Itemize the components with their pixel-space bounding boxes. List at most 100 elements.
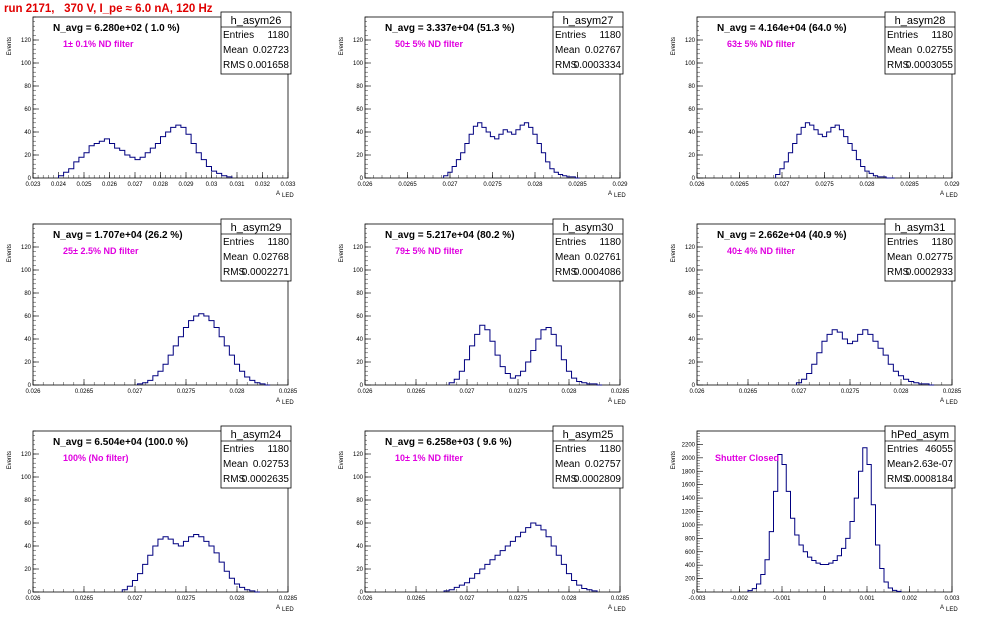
x-axis-label-subscript: LED <box>282 193 294 199</box>
y-tick-label: 60 <box>356 107 363 113</box>
histogram-line <box>443 522 598 592</box>
stats-box <box>552 425 624 489</box>
stats-key: Mean <box>223 45 248 56</box>
stats-title: h_asym27 <box>563 15 614 27</box>
x-tick-label: 0.027 <box>127 389 143 395</box>
stats-box <box>552 218 624 282</box>
x-tick-label: 0.0285 <box>279 596 298 602</box>
y-tick-label: 120 <box>21 38 32 44</box>
stats-title: h_asym26 <box>231 15 282 27</box>
x-tick-label: 0.0275 <box>509 389 528 395</box>
y-tick-label: 40 <box>688 337 695 343</box>
y-tick-label: 100 <box>353 475 364 481</box>
y-tick-label: 600 <box>685 550 696 556</box>
stats-value: 0.02767 <box>585 45 622 56</box>
y-tick-label: 20 <box>24 153 31 159</box>
filter-label: 1± 0.1% ND filter <box>63 39 134 49</box>
stats-value: 0.02775 <box>917 252 954 263</box>
stats-key: RMS <box>223 267 246 278</box>
x-axis-label: A <box>608 398 612 404</box>
histogram-svg: 0 20 40 60 80 100 120 0.026 0.0265 0.027 0.0275 0.0… <box>7 425 298 613</box>
y-tick-label: 80 <box>688 291 695 297</box>
histogram-line <box>443 122 580 179</box>
x-axis-label-subscript: LED <box>946 607 958 613</box>
y-tick-label: 0 <box>360 383 364 389</box>
histogram-svg: 0 20 40 60 80 100 120 0.026 0.0265 0.027 0.0275 0.0… <box>7 218 298 406</box>
stats-key: Mean <box>887 459 912 470</box>
stats-box <box>884 11 956 75</box>
x-tick-label: 0.027 <box>442 182 458 188</box>
x-axis-label-subscript: LED <box>614 193 626 199</box>
x-tick-label: -0.003 <box>688 596 706 602</box>
x-tick-label: 0.003 <box>944 596 960 602</box>
x-tick-label: 0.031 <box>229 182 245 188</box>
y-tick-label: 20 <box>24 567 31 573</box>
stats-title: h_asym25 <box>563 429 614 441</box>
stats-value: 46055 <box>925 444 953 455</box>
y-tick-label: 80 <box>688 84 695 90</box>
x-tick-label: 0.027 <box>459 596 475 602</box>
stats-key: Entries <box>887 237 918 248</box>
x-tick-label: 0.028 <box>153 182 169 188</box>
stats-value: 0.001658 <box>247 60 289 71</box>
x-tick-label: 0.026 <box>357 389 373 395</box>
histogram-line <box>795 329 935 386</box>
filter-label: 25± 2.5% ND filter <box>63 246 139 256</box>
y-tick-label: 100 <box>353 268 364 274</box>
histogram-panel-h_asym27: 0 20 40 60 80 100 120 0.026 0.0265 0.027 0.0275 0.0… <box>332 0 664 207</box>
stats-key: RMS <box>223 60 246 71</box>
y-tick-label: 20 <box>688 360 695 366</box>
y-tick-label: 120 <box>353 245 364 251</box>
stats-value: 1180 <box>267 30 289 41</box>
x-tick-label: 0.0265 <box>75 389 94 395</box>
stats-key: Entries <box>555 237 586 248</box>
stats-key: RMS <box>887 60 910 71</box>
filter-label: 63± 5% ND filter <box>727 39 795 49</box>
x-axis-label: A <box>608 605 612 611</box>
x-axis-label: A <box>940 605 944 611</box>
y-tick-label: 20 <box>356 360 363 366</box>
x-tick-label: 0.026 <box>689 389 705 395</box>
y-tick-label: 40 <box>356 130 363 136</box>
stats-key: RMS <box>887 474 910 485</box>
histogram-panel-h_asym24: 0 20 40 60 80 100 120 0.026 0.0265 0.027 0.0275 0.0… <box>0 414 332 621</box>
histogram-line <box>448 324 603 386</box>
y-tick-label: 80 <box>24 84 31 90</box>
stats-value: 0.02757 <box>585 459 622 470</box>
y-axis-label: Events <box>339 244 345 262</box>
x-tick-label: 0.027 <box>459 389 475 395</box>
y-axis-label: Events <box>7 37 13 55</box>
stats-value: 0.02723 <box>253 45 290 56</box>
y-tick-label: 120 <box>685 38 696 44</box>
x-tick-label: 0.0285 <box>611 389 630 395</box>
y-tick-label: 120 <box>21 452 32 458</box>
x-tick-label: 0.0265 <box>398 182 417 188</box>
y-tick-label: 2200 <box>682 442 696 448</box>
histogram-svg: 0 20 40 60 80 100 120 0.026 0.0265 0.027 0.0275 0.0… <box>671 11 960 199</box>
x-axis-label: A <box>940 191 944 197</box>
histogram-line <box>775 122 895 179</box>
y-axis-label: Events <box>671 244 677 262</box>
y-axis-label: Events <box>7 451 13 469</box>
stats-value: 0.0008184 <box>906 474 954 485</box>
stats-key: Mean <box>223 252 248 263</box>
stats-value: 0.02768 <box>253 252 290 263</box>
stats-value: -2.63e-07 <box>910 459 953 470</box>
histogram-panel-h_asym31: 0 20 40 60 80 100 120 0.026 0.0265 0.027 0.0275 0.0… <box>664 207 996 414</box>
histogram-svg: 0 20 40 60 80 100 120 0.026 0.0265 0.027 0.0275 0.0… <box>339 11 628 199</box>
x-tick-label: 0.0265 <box>739 389 758 395</box>
histogram-line <box>58 124 233 178</box>
x-axis-label-subscript: LED <box>946 193 958 199</box>
n-avg-box <box>35 227 217 241</box>
x-tick-label: 0.025 <box>76 182 92 188</box>
y-tick-label: 120 <box>685 245 696 251</box>
histogram-svg: 0 200 400 600 800 1000 1200 1400 1600 1800 2000 220… <box>671 425 960 613</box>
y-tick-label: 0 <box>692 590 696 596</box>
x-tick-label: 0.028 <box>561 389 577 395</box>
y-tick-label: 1800 <box>682 469 696 475</box>
y-tick-label: 100 <box>685 61 696 67</box>
n-avg-label: N_avg = 3.337e+04 (51.3 %) <box>385 23 515 34</box>
stats-box <box>220 425 292 489</box>
y-tick-label: 0 <box>692 176 696 182</box>
